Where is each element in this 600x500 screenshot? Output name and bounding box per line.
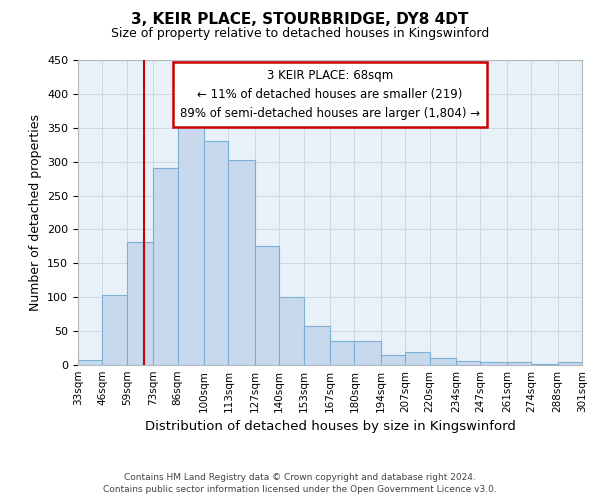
Text: 3 KEIR PLACE: 68sqm
← 11% of detached houses are smaller (219)
89% of semi-detac: 3 KEIR PLACE: 68sqm ← 11% of detached ho…: [180, 69, 480, 120]
Text: 3, KEIR PLACE, STOURBRIDGE, DY8 4DT: 3, KEIR PLACE, STOURBRIDGE, DY8 4DT: [131, 12, 469, 28]
Bar: [153, 168, 178, 365]
Bar: [279, 297, 304, 365]
Bar: [229, 160, 255, 365]
Text: Size of property relative to detached houses in Kingswinford: Size of property relative to detached ho…: [111, 28, 489, 40]
Bar: [330, 342, 355, 365]
Bar: [304, 326, 330, 365]
Y-axis label: Number of detached properties: Number of detached properties: [29, 114, 41, 311]
Bar: [456, 361, 481, 365]
Bar: [557, 362, 582, 365]
Bar: [127, 242, 153, 365]
Bar: [381, 355, 405, 365]
Bar: [78, 360, 103, 365]
Bar: [531, 364, 557, 365]
Bar: [178, 118, 204, 365]
Bar: [430, 358, 456, 365]
Bar: [204, 142, 229, 365]
Bar: [355, 342, 381, 365]
X-axis label: Distribution of detached houses by size in Kingswinford: Distribution of detached houses by size …: [145, 420, 515, 434]
Bar: [103, 295, 127, 365]
Bar: [507, 362, 531, 365]
Bar: [481, 362, 507, 365]
Bar: [255, 246, 279, 365]
Text: Contains HM Land Registry data © Crown copyright and database right 2024.
Contai: Contains HM Land Registry data © Crown c…: [103, 472, 497, 494]
Bar: [405, 352, 430, 365]
